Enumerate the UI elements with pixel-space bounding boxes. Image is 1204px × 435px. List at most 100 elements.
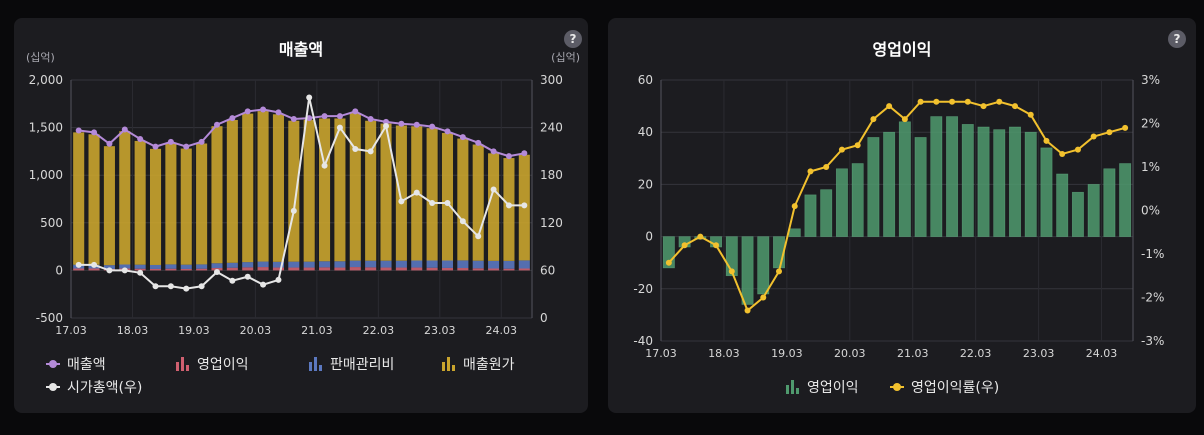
y-right-tick-label: 180 xyxy=(540,168,563,182)
point-영업이익률(우) xyxy=(823,164,830,170)
bar-판매관리비 xyxy=(303,261,315,268)
bar-판매관리비 xyxy=(395,260,407,268)
bar-판매관리비 xyxy=(457,260,469,269)
point-매출액 xyxy=(213,121,220,128)
bar-매출원가 xyxy=(119,131,131,265)
line-시가총액(우) xyxy=(78,97,525,290)
bar-판매관리비 xyxy=(226,262,238,268)
point-매출액 xyxy=(521,150,528,157)
point-매출액 xyxy=(306,115,313,122)
bar-영업이익 xyxy=(488,268,500,271)
bar-매출원가 xyxy=(257,111,269,262)
point-영업이익률(우) xyxy=(917,98,924,105)
bar-매출원가 xyxy=(73,132,85,265)
legend-label: 영업이익 xyxy=(807,380,859,396)
point-시가총액(우) xyxy=(229,277,236,284)
bar-영업이익 xyxy=(395,267,407,271)
y-right-tick-label: -2% xyxy=(1141,291,1164,305)
bar-영업이익 xyxy=(1040,147,1053,237)
point-매출액 xyxy=(106,140,113,147)
legend-line-marker-icon xyxy=(46,382,60,392)
y-right-tick-label: -3% xyxy=(1141,334,1164,348)
bar-매출원가 xyxy=(288,120,300,262)
bar-매출원가 xyxy=(426,128,438,261)
line-영업이익률(우) xyxy=(668,100,1126,313)
bar-영업이익 xyxy=(741,236,754,305)
point-매출액 xyxy=(152,143,159,150)
point-매출액 xyxy=(121,126,128,133)
x-tick-label: 22.03 xyxy=(363,324,395,337)
legend-operating-margin[interactable]: 영업이익률(우) xyxy=(890,377,999,397)
point-영업이익률(우) xyxy=(681,242,688,249)
legend-label: 시가총액(우) xyxy=(67,380,143,396)
point-시가총액(우) xyxy=(275,276,282,283)
bar-영업이익 xyxy=(180,268,192,271)
bar-영업이익 xyxy=(1087,184,1100,237)
point-매출액 xyxy=(336,113,343,120)
legend-line-marker-icon xyxy=(890,382,904,392)
y-left-tick-label: 20 xyxy=(638,177,653,191)
y-right-tick-label: 60 xyxy=(540,263,555,277)
legend-sga[interactable]: 판매관리비 xyxy=(309,354,394,374)
bar-영업이익 xyxy=(820,189,833,237)
bar-영업이익 xyxy=(883,131,896,237)
bar-영업이익 xyxy=(149,268,162,271)
y-left-tick-label: 60 xyxy=(638,73,653,87)
point-영업이익률(우) xyxy=(838,146,845,153)
legend-market-cap[interactable]: 시가총액(우) xyxy=(46,377,142,397)
bar-판매관리비 xyxy=(472,260,484,269)
bar-판매관리비 xyxy=(211,263,223,269)
point-영업이익률(우) xyxy=(744,307,751,314)
bar-영업이익 xyxy=(457,268,469,271)
legend-bar-icon xyxy=(786,380,800,394)
legend-operating-profit[interactable]: 영업이익 xyxy=(176,354,249,374)
point-매출액 xyxy=(413,121,420,128)
point-시가총액(우) xyxy=(106,267,113,274)
bar-매출원가 xyxy=(134,140,146,265)
point-시가총액(우) xyxy=(429,199,436,206)
legend-revenue[interactable]: 매출액 xyxy=(46,354,106,374)
legend-cogs[interactable]: 매출원가 xyxy=(442,354,515,374)
bar-판매관리비 xyxy=(119,264,131,269)
bar-영업이익 xyxy=(1119,163,1132,237)
point-시가총액(우) xyxy=(398,198,405,205)
point-시가총액(우) xyxy=(490,186,497,193)
point-매출액 xyxy=(398,120,405,127)
y-right-tick-label: 1% xyxy=(1141,160,1160,174)
bar-영업이익 xyxy=(319,267,331,271)
bar-영업이익 xyxy=(365,267,377,271)
point-영업이익률(우) xyxy=(713,242,720,249)
bar-영업이익 xyxy=(757,236,770,295)
legend-operating-profit[interactable]: 영업이익 xyxy=(786,377,859,397)
bar-판매관리비 xyxy=(257,261,269,268)
point-시가총액(우) xyxy=(367,148,374,155)
bar-판매관리비 xyxy=(349,260,361,268)
y-left-tick-label: 1,500 xyxy=(29,121,63,135)
bar-영업이익 xyxy=(503,268,515,271)
bar-매출원가 xyxy=(211,126,223,264)
point-영업이익률(우) xyxy=(901,116,908,123)
point-시가총액(우) xyxy=(321,162,328,169)
point-시가총액(우) xyxy=(198,283,205,290)
point-시가총액(우) xyxy=(290,207,297,214)
y-right-tick-label: 300 xyxy=(540,73,563,87)
bar-매출원가 xyxy=(103,146,115,266)
bar-영업이익 xyxy=(472,268,484,271)
bar-판매관리비 xyxy=(242,262,254,268)
bar-영업이익 xyxy=(993,129,1006,237)
bar-매출원가 xyxy=(88,134,100,265)
point-영업이익률(우) xyxy=(996,98,1003,105)
bar-매출원가 xyxy=(472,144,484,261)
x-tick-label: 20.03 xyxy=(834,347,866,360)
bar-영업이익 xyxy=(1103,168,1116,237)
bar-판매관리비 xyxy=(426,260,438,268)
bar-영업이익 xyxy=(930,116,943,237)
bar-판매관리비 xyxy=(488,260,500,269)
help-icon[interactable]: ? xyxy=(1168,30,1186,48)
point-영업이익률(우) xyxy=(1059,150,1066,157)
bar-판매관리비 xyxy=(103,265,115,269)
revenue-chart-svg: 2,000 1,500 1,000 500 0 -500 300 240 180 120 60 0 17… xyxy=(29,73,563,337)
bar-영업이익 xyxy=(851,163,864,237)
point-영업이익률(우) xyxy=(1090,133,1097,140)
help-icon[interactable]: ? xyxy=(564,30,582,48)
